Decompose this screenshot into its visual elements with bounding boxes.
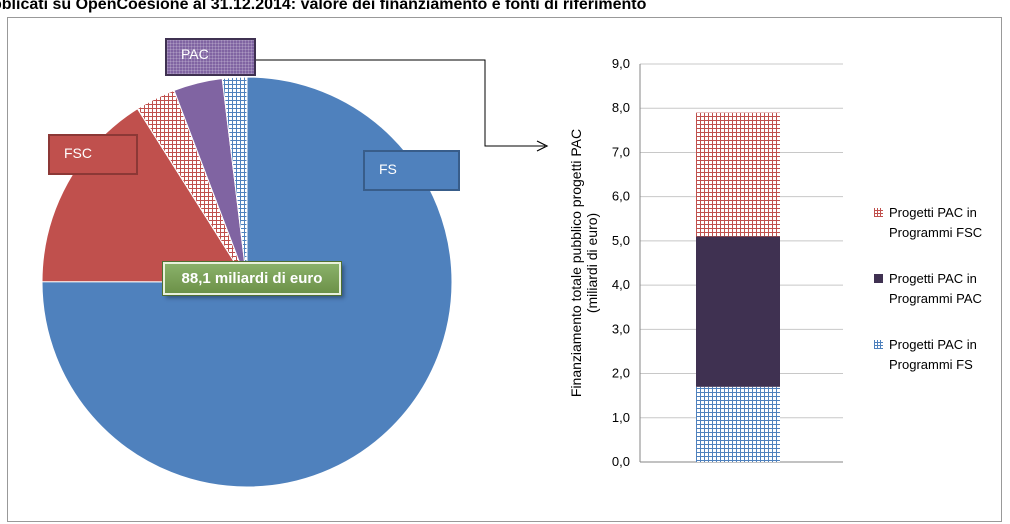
fsc-label-box: FSC (48, 134, 138, 175)
pac-label-box: PAC (165, 38, 256, 76)
total-amount-badge: 88,1 miliardi di euro (162, 261, 342, 296)
bar-segment-pac-fsc (696, 112, 780, 237)
connector-arrow (256, 59, 549, 152)
pac-label: PAC (181, 46, 209, 62)
legend-item-pac-fs: Progetti PAC in Programmi FS (874, 335, 1004, 401)
legend-label: Progetti PAC in Programmi FSC (889, 205, 983, 240)
y-tick-label: 1,0 (612, 410, 630, 425)
y-tick-label: 8,0 (612, 100, 630, 115)
legend-swatch (874, 340, 883, 349)
fsc-label: FSC (64, 145, 92, 161)
stacked-bar-chart: 0,0 1,0 2,0 3,0 4,0 5,0 6,0 7,0 8,0 9,0 Finanziame… (568, 56, 843, 469)
bar-segment-pac-fs (696, 386, 780, 462)
legend-swatch (874, 274, 883, 283)
legend-label: Progetti PAC in Programmi PAC (889, 271, 982, 306)
y-tick-label: 7,0 (612, 144, 630, 159)
legend-swatch (874, 208, 883, 217)
y-tick-label: 6,0 (612, 189, 630, 204)
y-tick-label: 2,0 (612, 366, 630, 381)
y-tick-label: 4,0 (612, 277, 630, 292)
y-tick-label: 9,0 (612, 56, 630, 71)
chart-title: bblicati su OpenCoesione al 31.12.2014: … (0, 0, 647, 13)
y-tick-label: 0,0 (612, 454, 630, 469)
y-tick-label: 3,0 (612, 321, 630, 336)
legend-item-pac-pac: Progetti PAC in Programmi PAC (874, 269, 1004, 335)
bar-segment-pac-pac (696, 236, 780, 387)
legend-item-pac-fsc: Progetti PAC in Programmi FSC (874, 203, 1004, 269)
pie-slice-pac-fs (221, 76, 248, 283)
chart-legend: Progetti PAC in Programmi FSC Progetti PA… (874, 203, 1004, 401)
legend-label: Progetti PAC in Programmi FS (889, 337, 977, 372)
y-tick-label: 5,0 (612, 233, 630, 248)
fs-label: FS (379, 161, 397, 177)
fs-label-box: FS (363, 150, 460, 191)
y-axis-label: Finanziamento totale pubblico progetti P… (568, 129, 600, 397)
